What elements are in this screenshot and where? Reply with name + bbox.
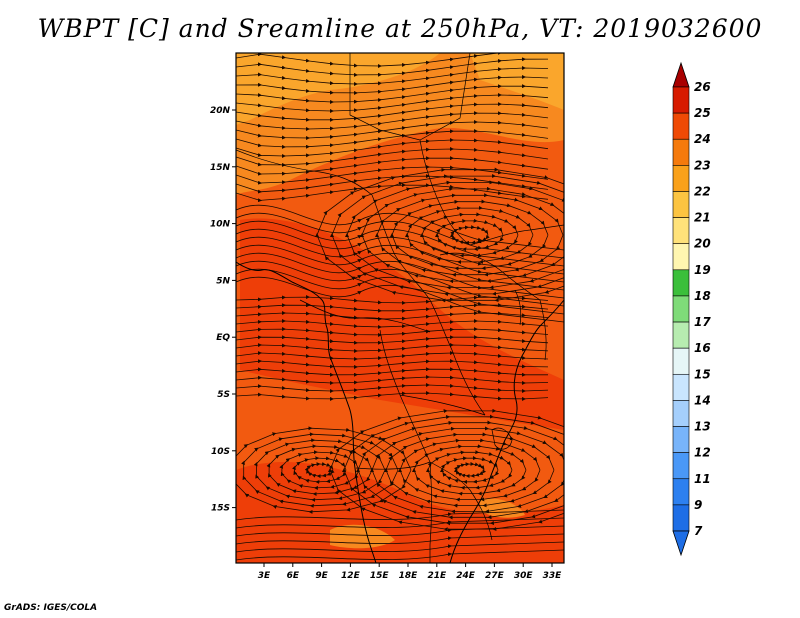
colorbar-segment: [672, 269, 690, 297]
colorbar-segment: [672, 295, 690, 323]
coastlines: [236, 261, 564, 563]
streamline: [236, 375, 549, 385]
colorbar-segment: [672, 478, 690, 506]
streamline: [236, 276, 564, 323]
lat-tick-label: 5S: [217, 390, 230, 400]
lon-tick-label: 33E: [543, 571, 563, 581]
lat-tick-label: 20N: [210, 106, 231, 116]
lon-tick-label: 15E: [370, 571, 390, 581]
lat-tick-label: 15S: [211, 504, 230, 514]
lon-tick-label: 27E: [485, 571, 505, 581]
colorbar-label: 7: [694, 524, 703, 538]
colorbar-label: 21: [694, 211, 711, 225]
lon-tick-label: 30E: [514, 571, 534, 581]
lon-tick-label: 18E: [399, 571, 419, 581]
colorbar-label: 20: [694, 237, 711, 251]
streamlines: [236, 53, 564, 561]
streamline: [236, 343, 549, 353]
streamline: [236, 367, 548, 377]
colorbar: 26 25 24 23 22 21 20 19 18 17 16 15 14 13 12 11 9 7: [672, 61, 711, 557]
colorbar-label: 14: [694, 393, 711, 407]
colorbar-segment: [672, 321, 690, 349]
streamline: [236, 509, 564, 521]
lat-tick-label: 10S: [211, 447, 230, 457]
streamline: [236, 318, 549, 330]
latitude-axis: 20N 15N 10N 5N EQ 5S 10S 15S: [210, 106, 236, 514]
grads-credit: GrADS: IGES/COLA: [4, 603, 98, 613]
streamline: [236, 525, 564, 537]
streamline: [236, 382, 549, 394]
map-panel: [236, 53, 564, 563]
streamline: [236, 359, 549, 369]
colorbar-label: 18: [694, 289, 711, 303]
colorbar-label: 23: [694, 158, 711, 172]
lon-tick-label: 24E: [456, 571, 476, 581]
colorbar-label: 17: [694, 315, 711, 329]
colorbar-segment: [672, 452, 690, 480]
colorbar-segment: [672, 86, 690, 114]
colorbar-segment: [672, 191, 690, 218]
streamline: [236, 311, 549, 321]
streamline: [236, 426, 412, 514]
lon-tick-label: 6E: [287, 571, 300, 581]
streamline: [236, 549, 564, 561]
streamline: [236, 391, 549, 401]
country-borders: [236, 53, 564, 563]
streamline: [236, 541, 564, 553]
streamline: [236, 517, 564, 529]
colorbar-label: 12: [694, 446, 711, 460]
colorbar-min-arrow: [672, 530, 690, 557]
colorbar-segment: [672, 504, 690, 532]
streamline: [315, 167, 564, 303]
colorbar-segment: [672, 217, 690, 245]
colorbar-segment: [672, 138, 690, 166]
colorbar-segment: [672, 243, 690, 271]
lat-tick-label: 15N: [210, 163, 231, 173]
streamline: [236, 335, 549, 345]
longitude-axis: 3E 6E 9E 12E 15E 18E 21E 24E 27E 30E 33E: [258, 563, 562, 581]
streamline: [236, 533, 564, 545]
lat-tick-label: EQ: [216, 333, 230, 343]
lon-tick-label: 3E: [258, 571, 271, 581]
colorbar-segment: [672, 426, 690, 453]
colorbar-label: 9: [694, 498, 702, 512]
lon-tick-label: 9E: [315, 571, 328, 581]
colorbar-label: 24: [694, 132, 711, 146]
colorbar-segment: [672, 347, 690, 375]
lon-tick-label: 12E: [341, 571, 361, 581]
lat-tick-label: 5N: [216, 276, 230, 286]
lon-tick-label: 21E: [427, 571, 447, 581]
colorbar-segment: [672, 165, 690, 192]
colorbar-label: 26: [694, 80, 711, 94]
colorbar-segment: [672, 373, 690, 401]
colorbar-label: 25: [694, 106, 711, 120]
colorbar-segment: [672, 400, 690, 427]
colorbar-segment: [672, 112, 690, 140]
map-frame: [235, 52, 565, 564]
colorbar-label: 13: [694, 420, 711, 434]
colorbar-label: 19: [694, 263, 711, 277]
chart-title: WBPT [C] and Sreamline at 250hPa, VT: 20…: [37, 14, 763, 43]
streamline: [236, 327, 549, 337]
streamline: [236, 350, 549, 362]
lat-tick-label: 10N: [210, 220, 231, 230]
colorbar-label: 22: [694, 184, 711, 198]
colorbar-label: 11: [694, 472, 711, 486]
colorbar-label: 15: [694, 367, 711, 381]
colorbar-label: 16: [694, 341, 711, 355]
colorbar-max-arrow: [672, 61, 690, 88]
